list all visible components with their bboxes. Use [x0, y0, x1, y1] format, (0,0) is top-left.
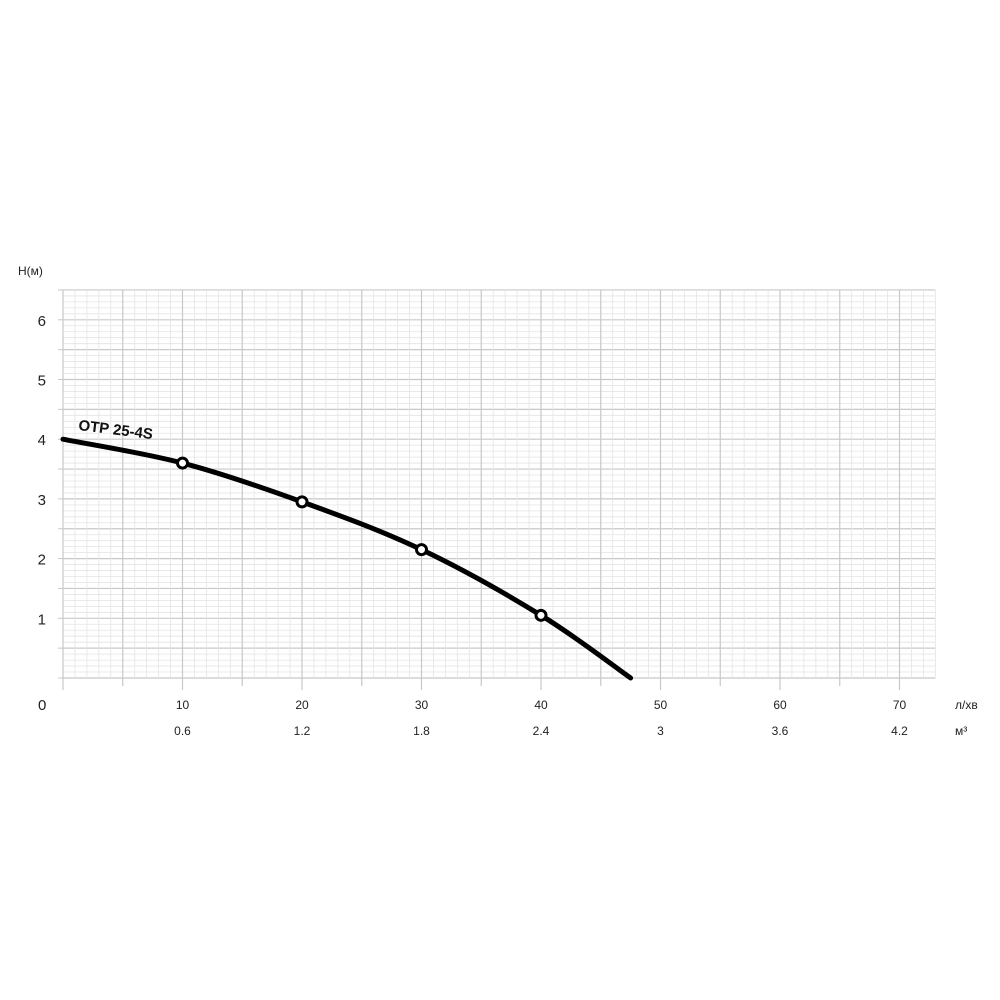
x-secondary-tick-label: 0.6 — [174, 724, 191, 738]
x-axis-label-primary: л/хв — [955, 698, 978, 712]
x-tick-label: 20 — [295, 698, 309, 712]
origin-label: 0 — [38, 697, 46, 714]
data-point — [415, 543, 428, 557]
x-tick-label: 50 — [654, 698, 668, 712]
x-tick-label: 70 — [893, 698, 907, 712]
x-axis-label-secondary: м³ — [955, 724, 967, 738]
y-tick-label: 3 — [38, 492, 46, 509]
y-tick-label: 1 — [38, 611, 46, 628]
x-secondary-tick-label: 2.4 — [533, 724, 550, 738]
x-secondary-tick-label: 4.2 — [891, 724, 908, 738]
series: OTP 25-4S — [60, 417, 634, 681]
y-axis-label: H(м) — [18, 264, 43, 278]
x-tick-label: 30 — [415, 698, 429, 712]
y-tick-label: 4 — [38, 432, 46, 449]
x-secondary-tick-label: 1.8 — [413, 724, 430, 738]
x-tick-label: 60 — [773, 698, 787, 712]
y-tick-label: 2 — [38, 552, 46, 569]
data-point — [534, 608, 548, 622]
grid — [62, 289, 936, 679]
x-tick-label: 10 — [176, 698, 190, 712]
data-point — [176, 456, 189, 470]
y-tick-label: 5 — [38, 373, 46, 390]
x-secondary-tick-label: 3 — [657, 724, 664, 738]
x-tick-label: 40 — [534, 698, 548, 712]
data-point — [295, 495, 309, 509]
axes: 10 0.6 20 1.2 30 1.8 40 2.4 50 3 60 3.6 70 4.2 1 2 3 4 5 6 — [38, 289, 908, 738]
x-secondary-tick-label: 3.6 — [772, 724, 789, 738]
x-secondary-tick-label: 1.2 — [294, 724, 311, 738]
y-tick-label: 6 — [38, 313, 46, 330]
